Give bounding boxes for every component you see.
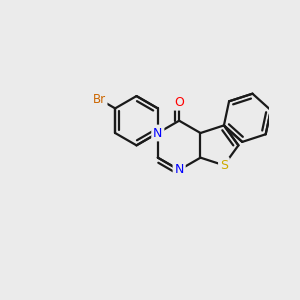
Text: O: O	[174, 96, 184, 109]
Text: S: S	[220, 159, 228, 172]
Text: Br: Br	[93, 93, 106, 106]
Text: N: N	[153, 127, 163, 140]
Text: N: N	[175, 164, 184, 176]
